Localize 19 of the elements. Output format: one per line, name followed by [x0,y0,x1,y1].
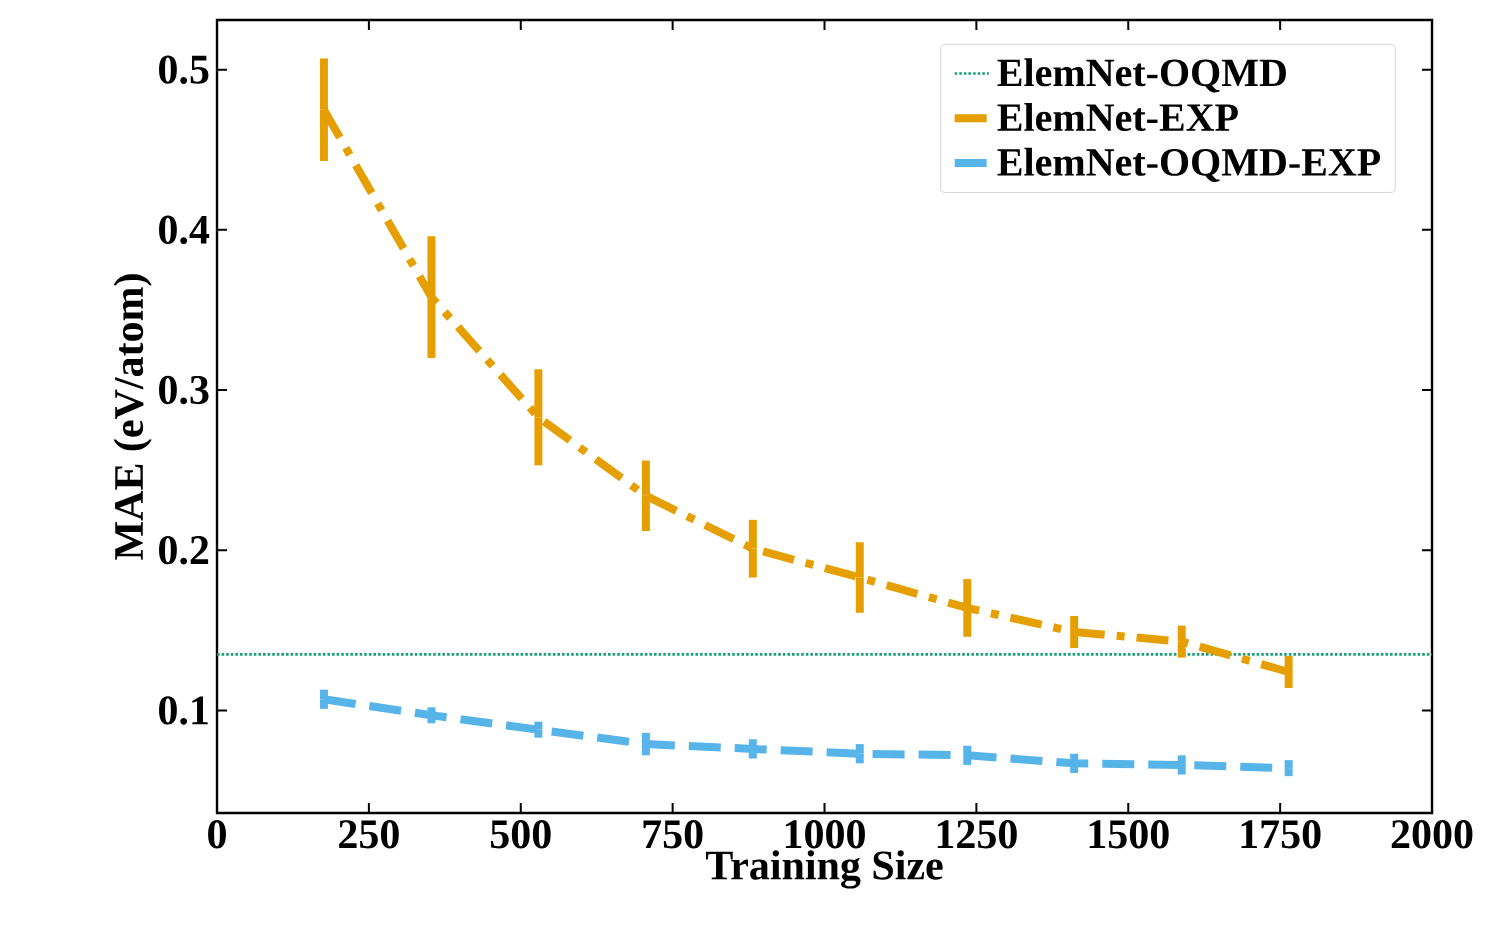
legend-label: ElemNet-OQMD-EXP [997,147,1381,182]
x-tick-label: 1750 [1241,820,1321,849]
y-axis-title: MAE (eV/atom) [113,274,152,560]
y-tick-label: 0.2 [159,536,209,565]
y-tick-label: 0.4 [159,215,210,245]
x-tick-label: 1250 [937,820,1017,849]
x-tick-label: 2000 [1391,820,1473,849]
legend-label: ElemNet-OQMD [997,58,1286,93]
legend-label: ElemNet-EXP [997,102,1238,132]
x-tick-label: 0 [208,820,226,849]
x-axis-title: Training Size [705,850,943,889]
x-tick-label: 500 [490,820,551,849]
x-tick-label: 1000 [785,820,865,849]
y-tick-label: 0.5 [159,55,209,84]
y-tick-label: 0.1 [159,696,208,725]
x-tick-label: 1500 [1089,820,1169,849]
y-tick-label: 0.3 [159,375,209,405]
x-tick-label: 750 [643,820,703,849]
x-tick-label: 250 [339,820,399,849]
